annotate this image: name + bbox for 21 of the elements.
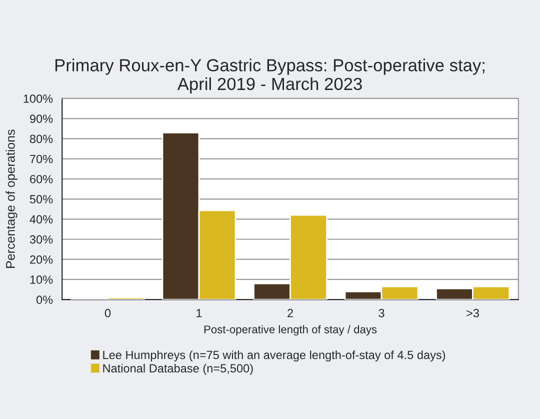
x-axis-title: Post-operative length of stay / days [204, 325, 377, 336]
y-tick-label: 20% [30, 255, 53, 264]
y-tick-label: 10% [30, 276, 53, 284]
chart-title: Primary Roux-en-Y Gastric Bypass: Post-operative stay; April 2019 - March 2023 [55, 58, 484, 94]
y-tick-label: 50% [30, 195, 53, 204]
y-tick-label: 70% [30, 154, 53, 164]
legend-label: Lee Humphreys (n=75 with an average length-of-stay of 4.5 days) [103, 350, 446, 362]
y-tick-label: 40% [30, 215, 53, 224]
y-axis-title: Percentage of operations [6, 130, 18, 268]
x-tick-label: 1 [196, 309, 202, 318]
x-tick-label: 2 [288, 308, 293, 318]
legend-label: National Database (n=5,500) [103, 364, 253, 375]
x-tick-label: >3 [466, 308, 479, 318]
x-tick-label: 3 [378, 308, 384, 318]
y-tick-label: 30% [30, 235, 53, 244]
y-tick-label: 90% [30, 114, 53, 123]
y-tick-label: 0% [36, 296, 53, 304]
y-tick-label: 100% [24, 94, 53, 103]
y-tick-label: 80% [30, 134, 53, 144]
x-tick-label: 0 [104, 308, 111, 318]
y-tick-label: 60% [30, 174, 53, 184]
